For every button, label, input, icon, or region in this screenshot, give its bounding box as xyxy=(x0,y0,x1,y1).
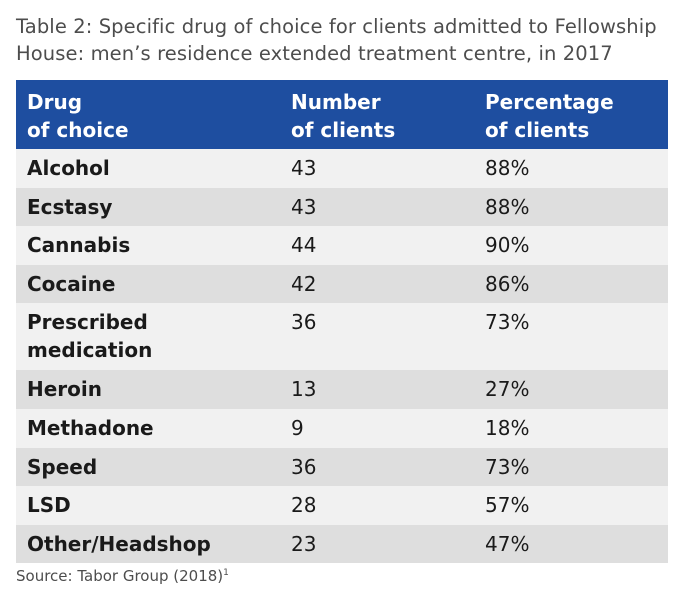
number-cell: 23 xyxy=(291,531,317,556)
header-drug-of-choice: Drug of choice xyxy=(16,80,280,149)
percentage-cell: 57% xyxy=(485,493,530,518)
table-row: Cocaine 42 86% xyxy=(16,264,668,304)
drug-choice-table: Drug of choice Number of clients Percent… xyxy=(16,80,668,564)
table-body: Alcohol 43 88% Ecstasy 43 88% Cannabis 4… xyxy=(16,149,668,564)
percentage-cell: 86% xyxy=(485,271,530,296)
table-row: Speed 36 73% xyxy=(16,447,668,487)
table-row: Heroin 13 27% xyxy=(16,370,668,409)
table-row: Alcohol 43 88% xyxy=(16,149,668,188)
table-title: Table 2: Specific drug of choice for cli… xyxy=(16,15,657,65)
drug-cell: Other/Headshop xyxy=(27,531,211,556)
source-citation: Source: Tabor Group (2018)1 xyxy=(16,566,229,586)
header-percentage-line1: Percentage xyxy=(485,90,614,114)
table-row: LSD 28 57% xyxy=(16,486,668,525)
number-cell: 13 xyxy=(291,377,317,402)
footnote-marker: 1 xyxy=(223,568,229,578)
header-drug-line1: Drug xyxy=(27,90,83,114)
number-cell: 44 xyxy=(291,233,317,258)
drug-cell-line1: Prescribed xyxy=(27,310,148,335)
table-row: Other/Headshop 23 47% xyxy=(16,524,668,564)
drug-cell: Cocaine xyxy=(27,271,116,296)
header-number-line1: Number xyxy=(291,90,381,114)
drug-cell: Speed xyxy=(27,454,98,479)
header-number-of-clients: Number of clients xyxy=(280,80,474,149)
drug-cell: Heroin xyxy=(27,377,102,402)
table-row: Cannabis 44 90% xyxy=(16,226,668,265)
header-percentage-line2: of clients xyxy=(485,118,590,142)
table-row: Ecstasy 43 88% xyxy=(16,187,668,227)
percentage-cell: 18% xyxy=(485,415,530,440)
number-cell: 43 xyxy=(291,156,317,180)
table-row: Methadone 9 18% xyxy=(16,408,668,448)
table-header: Drug of choice Number of clients Percent… xyxy=(16,80,668,149)
percentage-cell: 90% xyxy=(485,233,530,258)
number-cell: 36 xyxy=(291,454,317,479)
drug-cell: Prescribed medication xyxy=(16,303,280,370)
number-cell: 42 xyxy=(291,271,317,296)
drug-cell: Ecstasy xyxy=(27,194,113,219)
drug-cell: LSD xyxy=(27,493,71,518)
number-cell: 9 xyxy=(291,415,304,440)
table-row: Prescribed medication 36 73% xyxy=(16,303,668,371)
drug-cell-line2: medication xyxy=(27,338,153,363)
percentage-cell: 88% xyxy=(485,194,530,219)
number-cell: 28 xyxy=(291,493,317,518)
header-number-line2: of clients xyxy=(291,118,396,142)
number-cell: 36 xyxy=(291,310,317,335)
header-drug-line2: of choice xyxy=(27,118,129,142)
drug-cell: Alcohol xyxy=(27,156,110,180)
percentage-cell: 47% xyxy=(485,531,530,556)
header-row: Drug of choice Number of clients Percent… xyxy=(16,80,668,149)
header-percentage-of-clients: Percentage of clients xyxy=(474,80,668,149)
percentage-cell: 27% xyxy=(485,377,530,402)
source-text: Source: Tabor Group (2018) xyxy=(16,567,224,585)
percentage-cell: 73% xyxy=(485,310,530,335)
number-cell: 43 xyxy=(291,194,317,219)
drug-cell: Methadone xyxy=(27,415,154,440)
drug-cell: Cannabis xyxy=(27,233,131,258)
percentage-cell: 88% xyxy=(485,156,530,180)
percentage-cell: 73% xyxy=(485,454,530,479)
